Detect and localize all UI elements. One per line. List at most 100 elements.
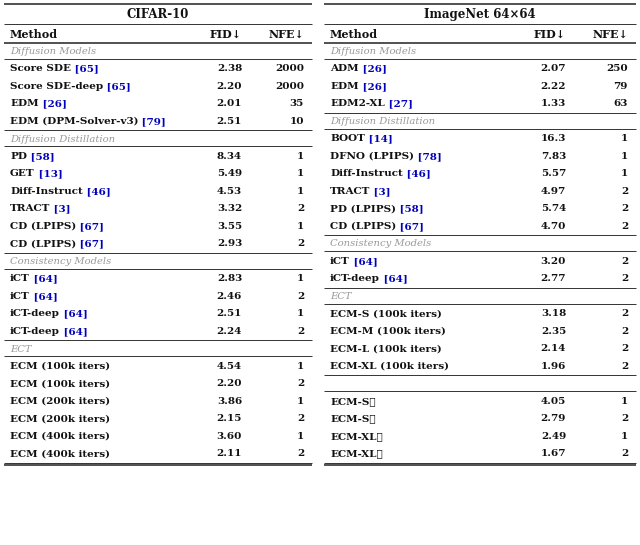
Text: 2.20: 2.20 [216,379,242,388]
Text: [64]: [64] [349,257,378,266]
Text: 1: 1 [297,222,304,231]
Text: 2: 2 [621,222,628,231]
Text: 2.11: 2.11 [216,449,242,458]
Text: [14]: [14] [365,134,392,143]
Text: 3.20: 3.20 [541,257,566,266]
Text: Diffusion Distillation: Diffusion Distillation [330,117,435,126]
Text: GET: GET [10,169,35,178]
Text: iCT-deep: iCT-deep [330,274,380,283]
Text: [67]: [67] [76,222,104,231]
Text: iCT-deep: iCT-deep [10,309,60,318]
Text: 2000: 2000 [275,64,304,73]
Text: 4.05: 4.05 [541,397,566,405]
Text: ECM-L (100k iters): ECM-L (100k iters) [330,344,442,353]
Text: iCT-deep: iCT-deep [10,327,60,336]
Text: 2.51: 2.51 [216,117,242,126]
Text: 2: 2 [297,327,304,336]
Text: CD (LPIPS): CD (LPIPS) [330,222,396,231]
Text: ECM-XL (100k iters): ECM-XL (100k iters) [330,362,449,371]
Text: Consistency Models: Consistency Models [10,257,111,266]
Text: 7.83: 7.83 [541,152,566,161]
Text: ECM (100k iters): ECM (100k iters) [10,379,110,388]
Text: EDM2-XL: EDM2-XL [330,99,385,108]
Text: Consistency Models: Consistency Models [330,239,431,249]
Text: 2.46: 2.46 [216,292,242,301]
Text: 2.20: 2.20 [216,82,242,91]
Text: 2: 2 [297,379,304,388]
Text: EDM: EDM [330,82,358,91]
Text: 2: 2 [621,309,628,318]
Text: Score SDE: Score SDE [10,64,71,73]
Text: 250: 250 [606,64,628,73]
Text: 5.74: 5.74 [541,204,566,213]
Text: Diffusion Distillation: Diffusion Distillation [10,135,115,143]
Text: 2.35: 2.35 [541,327,566,336]
Text: FID↓: FID↓ [210,28,242,39]
Text: 16.3: 16.3 [541,134,566,143]
Text: [64]: [64] [380,274,408,283]
Text: [65]: [65] [103,82,131,91]
Text: [3]: [3] [51,204,71,213]
Text: 3.32: 3.32 [217,204,242,213]
Text: 2: 2 [297,449,304,458]
Text: [64]: [64] [29,274,58,283]
Text: 2: 2 [621,362,628,371]
Text: 2000: 2000 [275,82,304,91]
Text: [26]: [26] [38,99,67,108]
Text: 1: 1 [621,152,628,161]
Text: 1.67: 1.67 [541,449,566,458]
Text: [27]: [27] [385,99,413,108]
Text: ECM-M (100k iters): ECM-M (100k iters) [330,327,446,336]
Text: [67]: [67] [76,239,104,249]
Text: 2: 2 [621,327,628,336]
Text: Method: Method [10,28,58,39]
Text: 1: 1 [621,397,628,405]
Text: iCT: iCT [330,257,349,266]
Text: 2.15: 2.15 [216,414,242,423]
Text: 2.93: 2.93 [217,239,242,249]
Text: ECT: ECT [10,344,31,354]
Text: CIFAR-10: CIFAR-10 [127,8,189,21]
Text: ECM (200k iters): ECM (200k iters) [10,414,110,423]
Text: [78]: [78] [414,152,442,161]
Text: 79: 79 [614,82,628,91]
Text: 2: 2 [297,204,304,213]
Text: 2.07: 2.07 [541,64,566,73]
Text: ECM-S⋆: ECM-S⋆ [330,414,376,423]
Text: 2.77: 2.77 [541,274,566,283]
Text: [46]: [46] [403,169,431,178]
Text: 1.96: 1.96 [541,362,566,371]
Text: Method: Method [330,28,378,39]
Text: CD (LPIPS): CD (LPIPS) [10,222,76,231]
Text: [3]: [3] [371,187,391,196]
Text: TRACT: TRACT [10,204,51,213]
Text: ECM-S⋆: ECM-S⋆ [330,397,376,405]
Text: 1: 1 [297,187,304,196]
Text: Diff-Instruct: Diff-Instruct [330,169,403,178]
Text: [79]: [79] [138,117,166,126]
Text: ImageNet 64×64: ImageNet 64×64 [424,8,536,21]
Text: CD (LPIPS): CD (LPIPS) [10,239,76,249]
Text: 2: 2 [621,187,628,196]
Text: 1: 1 [297,169,304,178]
Text: [65]: [65] [71,64,99,73]
Text: 4.97: 4.97 [541,187,566,196]
Text: ADM: ADM [330,64,358,73]
Text: PD (LPIPS): PD (LPIPS) [330,204,396,213]
Text: 2.79: 2.79 [541,414,566,423]
Text: 2.22: 2.22 [541,82,566,91]
Text: 1: 1 [297,362,304,371]
Text: EDM (DPM-Solver-v3): EDM (DPM-Solver-v3) [10,117,138,126]
Text: 2: 2 [297,414,304,423]
Text: 4.54: 4.54 [217,362,242,371]
Text: 8.34: 8.34 [217,152,242,161]
Text: ECM (100k iters): ECM (100k iters) [10,362,110,371]
Text: 63: 63 [614,99,628,108]
Text: 2: 2 [621,449,628,458]
Text: [64]: [64] [60,309,88,318]
Text: [58]: [58] [396,204,424,213]
Text: DFNO (LPIPS): DFNO (LPIPS) [330,152,414,161]
Text: ECM-S (100k iters): ECM-S (100k iters) [330,309,442,318]
Text: [13]: [13] [35,169,62,178]
Text: NFE↓: NFE↓ [268,28,304,39]
